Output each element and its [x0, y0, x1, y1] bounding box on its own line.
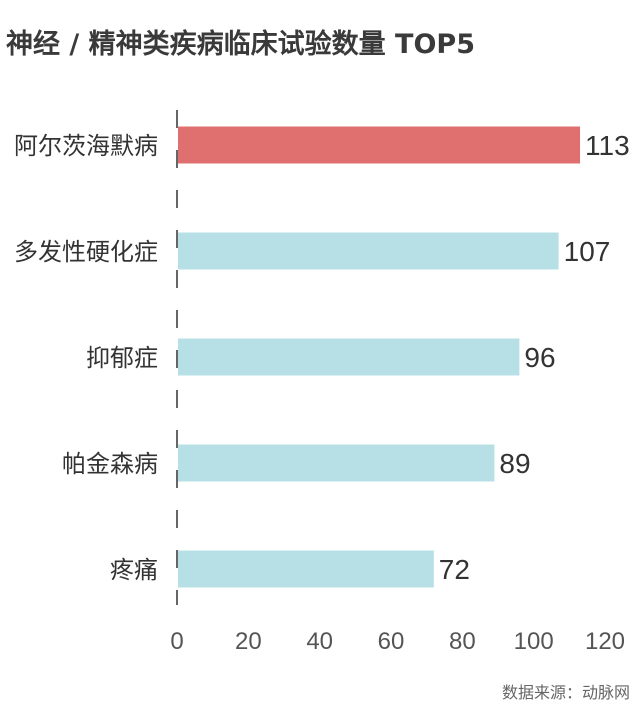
- chart-title: 神经 / 精神类疾病临床试验数量 TOP5: [6, 29, 476, 60]
- bar-4: [178, 550, 434, 588]
- source-note: 数据来源：动脉网: [501, 683, 630, 702]
- x-tick-label-0: 0: [170, 628, 183, 655]
- value-label-4: 72: [439, 554, 470, 585]
- x-tick-label-2: 40: [306, 628, 333, 655]
- x-tick-label-5: 100: [514, 628, 554, 655]
- bar-1: [178, 232, 559, 270]
- value-label-3: 89: [499, 448, 530, 479]
- category-label-4: 疼痛: [110, 556, 158, 584]
- category-label-3: 帕金森病: [62, 450, 158, 478]
- bar-2: [178, 338, 520, 376]
- bar-3: [178, 444, 495, 482]
- category-label-1: 多发性硬化症: [14, 238, 158, 266]
- category-label-0: 阿尔茨海默病: [14, 132, 158, 160]
- x-tick-label-4: 80: [449, 628, 476, 655]
- x-tick-label-3: 60: [378, 628, 405, 655]
- value-label-1: 107: [564, 236, 611, 267]
- x-tick-label-6: 120: [585, 628, 625, 655]
- category-label-2: 抑郁症: [86, 344, 158, 372]
- bar-0: [178, 126, 581, 164]
- value-label-0: 113: [585, 130, 630, 161]
- bar-chart: 阿尔茨海默病 113 多发性硬化症 107 抑郁症 96 帕金森病 89 疼痛 72 0 20 40 60…: [14, 110, 630, 655]
- x-tick-label-1: 20: [235, 628, 262, 655]
- value-label-2: 96: [524, 342, 555, 373]
